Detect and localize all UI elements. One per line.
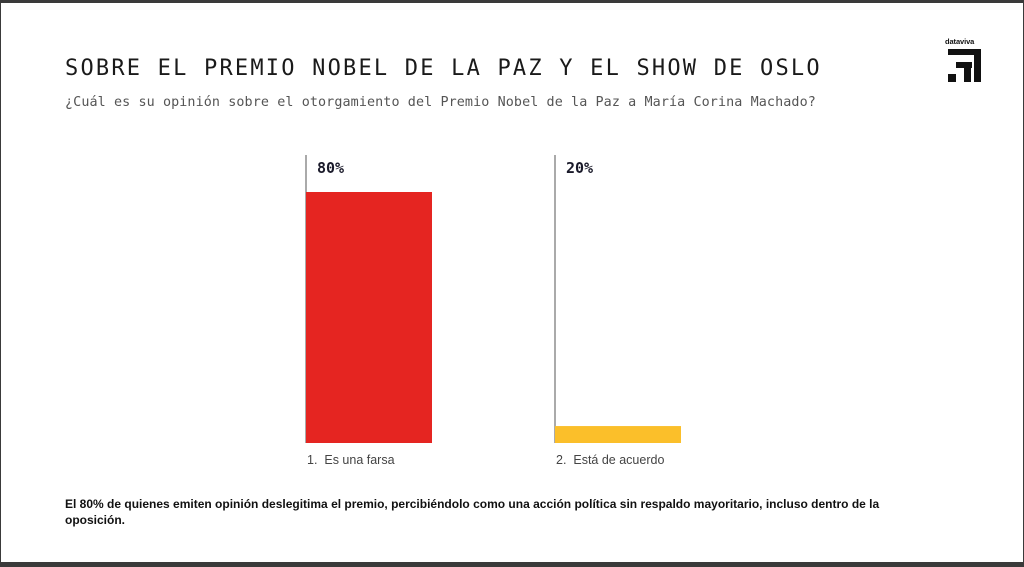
dataviva-logo: dataviva <box>945 37 987 82</box>
dataviva-logo-icon <box>948 49 981 82</box>
bar-value-label: 20% <box>566 159 593 177</box>
footnote: El 80% de quienes emiten opinión deslegi… <box>65 497 880 527</box>
bar-chart: 80% 1. Es una farsa 20% 2. Está de acuerdo <box>305 155 681 467</box>
bar-1 <box>306 192 432 443</box>
logo-text: dataviva <box>945 37 975 46</box>
page-title: SOBRE EL PREMIO NOBEL DE LA PAZ Y EL SHO… <box>65 56 822 81</box>
bar-value-label: 80% <box>317 159 344 177</box>
category-label: 1. Es una farsa <box>307 453 395 467</box>
slide: SOBRE EL PREMIO NOBEL DE LA PAZ Y EL SHO… <box>1 3 1023 562</box>
chart-question: ¿Cuál es su opinión sobre el otorgamient… <box>65 95 816 110</box>
category-label: 2. Está de acuerdo <box>556 453 664 467</box>
bar-2 <box>555 426 681 443</box>
